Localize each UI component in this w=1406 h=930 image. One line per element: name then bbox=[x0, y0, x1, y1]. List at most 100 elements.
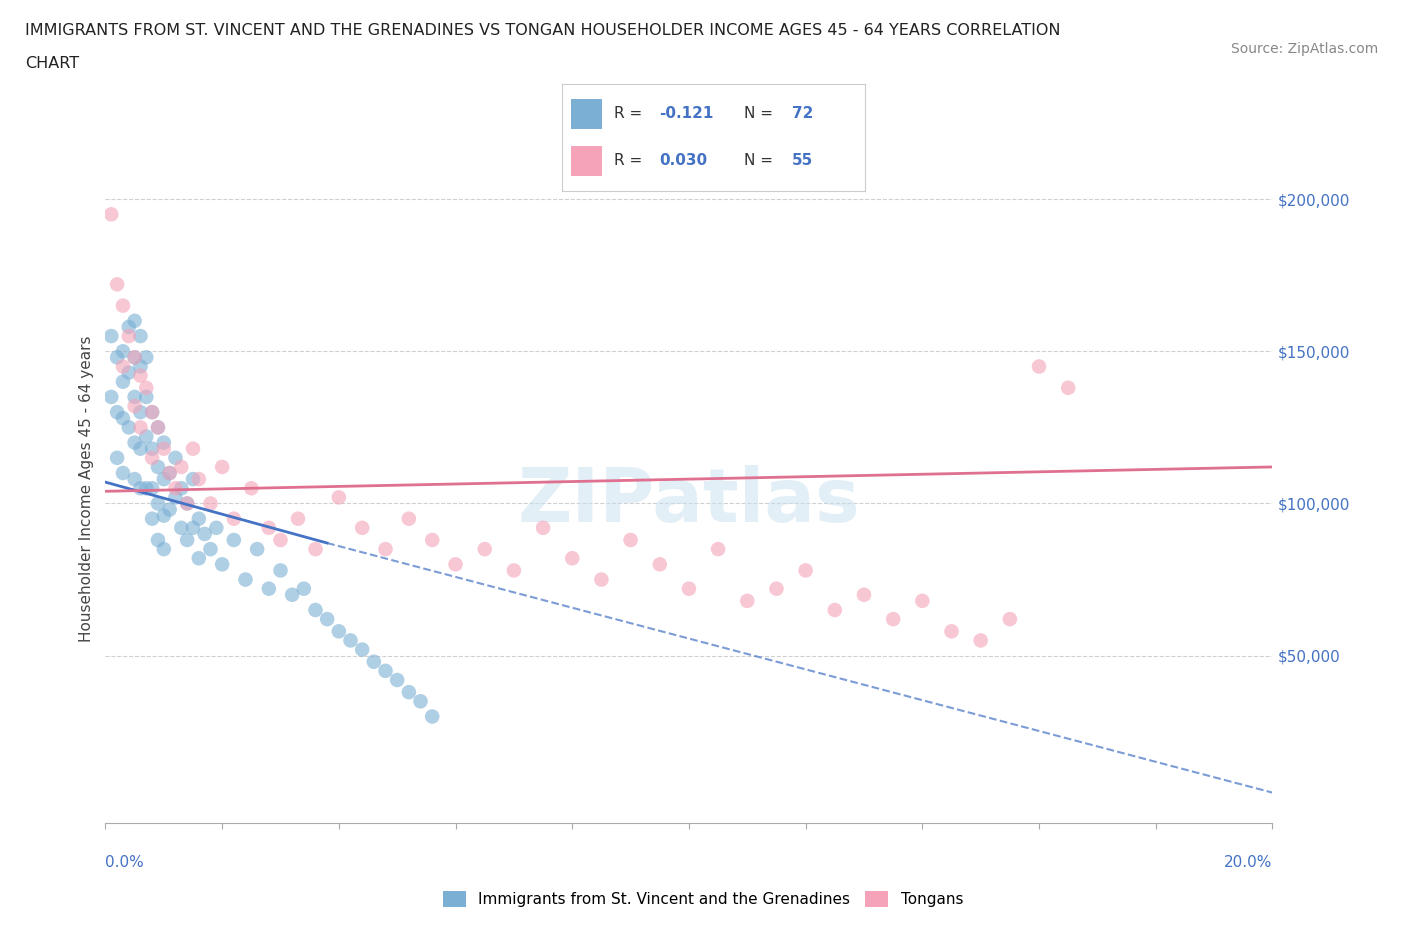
Point bbox=[181, 521, 204, 536]
Point bbox=[222, 512, 245, 526]
Point bbox=[105, 350, 128, 365]
Point bbox=[129, 328, 152, 343]
Point bbox=[420, 709, 443, 724]
Point bbox=[153, 441, 174, 456]
Text: IMMIGRANTS FROM ST. VINCENT AND THE GRENADINES VS TONGAN HOUSEHOLDER INCOME AGES: IMMIGRANTS FROM ST. VINCENT AND THE GREN… bbox=[25, 23, 1060, 38]
Point bbox=[111, 411, 134, 426]
Point bbox=[1028, 359, 1050, 374]
Point bbox=[146, 459, 169, 474]
Point bbox=[765, 581, 787, 596]
Point bbox=[352, 521, 374, 536]
Point bbox=[292, 581, 315, 596]
Point bbox=[969, 633, 991, 648]
Point bbox=[205, 521, 228, 536]
Point bbox=[222, 533, 245, 548]
Point bbox=[824, 603, 846, 618]
Point bbox=[794, 563, 817, 578]
Point bbox=[211, 459, 233, 474]
Point bbox=[146, 420, 169, 435]
Point bbox=[257, 521, 280, 536]
Text: 0.0%: 0.0% bbox=[105, 855, 145, 870]
Point bbox=[328, 490, 350, 505]
Point bbox=[176, 533, 198, 548]
Point bbox=[135, 350, 157, 365]
Point bbox=[882, 612, 904, 627]
Point bbox=[124, 390, 146, 405]
Point bbox=[257, 581, 280, 596]
Point bbox=[444, 557, 467, 572]
Point bbox=[187, 472, 209, 486]
Point bbox=[316, 612, 339, 627]
Point bbox=[124, 399, 146, 414]
Point bbox=[339, 633, 361, 648]
Point bbox=[105, 450, 128, 465]
Point bbox=[153, 541, 174, 556]
Point bbox=[146, 533, 169, 548]
Point bbox=[135, 380, 157, 395]
Point bbox=[124, 313, 146, 328]
Point bbox=[124, 435, 146, 450]
Point bbox=[200, 496, 222, 511]
Point bbox=[363, 655, 385, 670]
Point bbox=[170, 521, 193, 536]
Point bbox=[141, 512, 163, 526]
Point bbox=[118, 328, 141, 343]
Point bbox=[707, 541, 730, 556]
Point bbox=[153, 472, 174, 486]
Point bbox=[124, 350, 146, 365]
Point bbox=[118, 320, 141, 335]
Point bbox=[146, 496, 169, 511]
Point bbox=[398, 684, 420, 699]
Text: ZIPatlas: ZIPatlas bbox=[517, 465, 860, 538]
Point bbox=[181, 472, 204, 486]
Point bbox=[135, 481, 157, 496]
Point bbox=[100, 390, 122, 405]
Point bbox=[159, 502, 181, 517]
Point bbox=[374, 663, 396, 678]
Point bbox=[141, 481, 163, 496]
Point bbox=[170, 459, 193, 474]
Point bbox=[998, 612, 1021, 627]
Point bbox=[235, 572, 257, 587]
Point bbox=[165, 450, 187, 465]
Point bbox=[129, 420, 152, 435]
Text: 72: 72 bbox=[792, 106, 814, 121]
Point bbox=[146, 420, 169, 435]
Point bbox=[187, 512, 209, 526]
Point bbox=[129, 368, 152, 383]
Text: N =: N = bbox=[744, 106, 778, 121]
Point bbox=[129, 405, 152, 419]
Text: 0.030: 0.030 bbox=[659, 153, 707, 168]
Text: N =: N = bbox=[744, 153, 778, 168]
Point bbox=[153, 508, 174, 523]
Point bbox=[420, 533, 443, 548]
Point bbox=[165, 490, 187, 505]
Point bbox=[304, 603, 326, 618]
Point bbox=[124, 472, 146, 486]
Point bbox=[176, 496, 198, 511]
Point bbox=[269, 533, 292, 548]
FancyBboxPatch shape bbox=[571, 99, 602, 128]
Text: CHART: CHART bbox=[25, 56, 79, 71]
Point bbox=[165, 481, 187, 496]
Point bbox=[141, 405, 163, 419]
Point bbox=[135, 429, 157, 444]
Point bbox=[129, 441, 152, 456]
Text: R =: R = bbox=[614, 106, 647, 121]
Point bbox=[246, 541, 269, 556]
Point bbox=[287, 512, 309, 526]
Point bbox=[129, 481, 152, 496]
Point bbox=[619, 533, 641, 548]
Point bbox=[1057, 380, 1080, 395]
Point bbox=[170, 481, 193, 496]
Point bbox=[118, 420, 141, 435]
Point bbox=[852, 588, 875, 603]
Y-axis label: Householder Income Ages 45 - 64 years: Householder Income Ages 45 - 64 years bbox=[79, 335, 94, 642]
Point bbox=[100, 328, 122, 343]
Point bbox=[200, 541, 222, 556]
Point bbox=[281, 588, 304, 603]
Point bbox=[561, 551, 583, 565]
Point bbox=[678, 581, 700, 596]
Point bbox=[181, 441, 204, 456]
Point bbox=[111, 359, 134, 374]
